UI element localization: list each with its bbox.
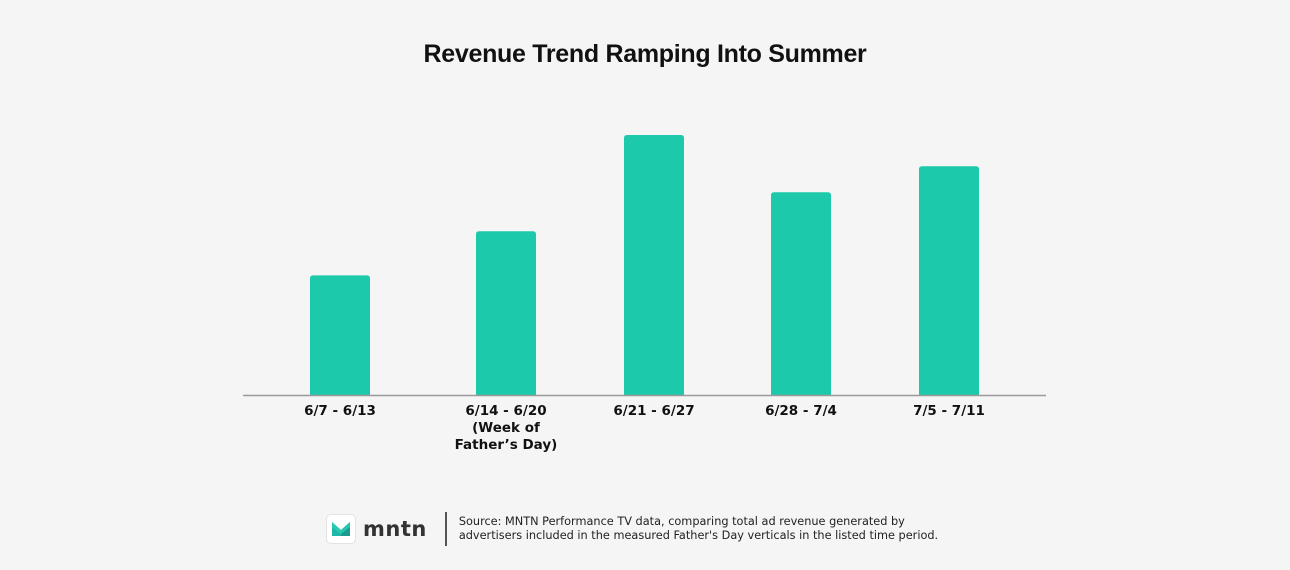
x-tick-label: 6/21 - 6/27 [613,403,694,419]
bar-1 [476,231,536,395]
footer: mntn Source: MNTN Performance TV data, c… [326,512,938,546]
source-line-1: Source: MNTN Performance TV data, compar… [458,515,905,528]
chart-title: Revenue Trend Ramping Into Summer [423,40,867,68]
x-tick-label: 6/14 - 6/20 [465,403,546,419]
bar-3 [771,192,831,395]
x-tick-label: 7/5 - 7/11 [913,403,985,419]
footer-divider [444,512,447,546]
bar-0 [310,275,370,395]
x-tick-label: (Week of [472,420,540,436]
mntn-logo: mntn [326,514,427,544]
source-line-2: advertisers included in the measured Fat… [458,529,939,542]
bar-2 [624,135,684,395]
source-note: Source: MNTN Performance TV data, compar… [459,515,938,543]
x-tick-label: 6/28 - 7/4 [765,403,837,419]
mntn-logo-icon [326,514,356,544]
logo-text: mntn [363,517,427,541]
x-tick-label: 6/7 - 6/13 [304,403,376,419]
bar-4 [919,166,979,395]
x-tick-label: Father’s Day) [455,437,558,453]
